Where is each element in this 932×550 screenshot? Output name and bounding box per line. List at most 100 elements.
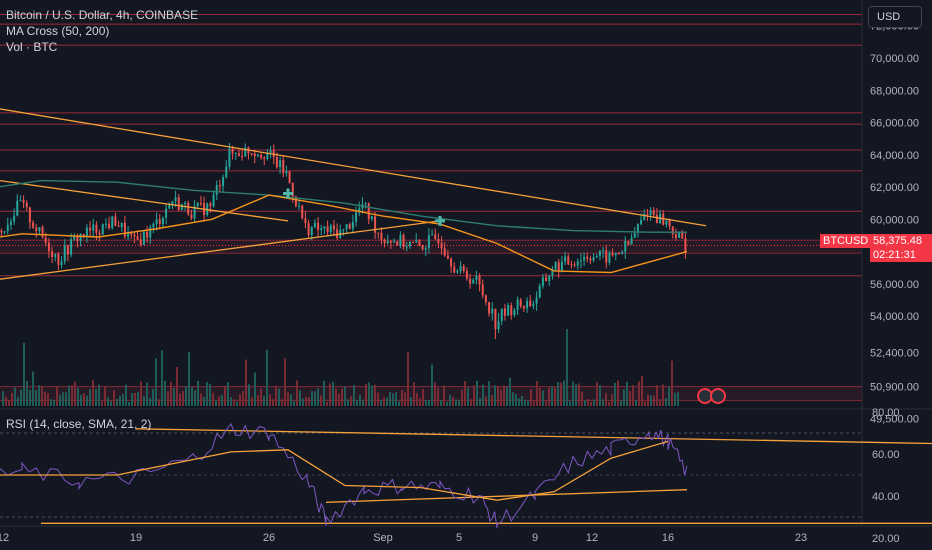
volume-bar xyxy=(632,385,634,406)
volume-bar xyxy=(281,398,283,406)
volume-bar xyxy=(164,380,166,406)
volume-bar xyxy=(233,399,235,406)
candle-body xyxy=(605,250,608,263)
ma-200-line xyxy=(0,179,687,233)
volume-bar xyxy=(26,380,28,406)
volume-bar xyxy=(266,349,268,406)
ma-cross-indicator-label[interactable]: MA Cross (50, 200) xyxy=(6,24,110,38)
candle-body xyxy=(241,156,244,158)
candle-body xyxy=(557,262,560,272)
candle-body xyxy=(79,234,82,242)
candle-body xyxy=(674,234,677,238)
candle-body xyxy=(374,216,377,233)
candle-body xyxy=(481,284,484,296)
candle-body xyxy=(630,237,633,245)
volume-bar xyxy=(92,380,94,406)
volume-bar xyxy=(623,389,625,406)
candle-body xyxy=(298,205,301,207)
candle-body xyxy=(313,222,316,228)
candle-body xyxy=(165,208,168,218)
candle-body xyxy=(443,248,446,256)
candle-body xyxy=(564,256,567,262)
rsi-sma-line xyxy=(0,440,669,501)
volume-bar xyxy=(638,381,640,406)
volume-bar xyxy=(383,397,385,406)
volume-bar xyxy=(89,389,91,406)
volume-bar xyxy=(578,383,580,406)
volume-bar xyxy=(533,400,535,406)
candle-body xyxy=(636,224,639,233)
candle-body xyxy=(640,219,643,225)
volume-bar xyxy=(509,377,511,406)
candle-body xyxy=(678,231,681,238)
currency-button[interactable]: USD xyxy=(868,6,922,28)
candle-body xyxy=(602,250,605,252)
candle-body xyxy=(494,308,497,329)
candle-body xyxy=(263,157,266,160)
volume-bar xyxy=(206,382,208,406)
volume-bar xyxy=(647,394,649,406)
candle-body xyxy=(408,241,411,247)
price-tick-label: 62,000.00 xyxy=(870,182,919,194)
volume-bar xyxy=(488,381,490,406)
support-zone xyxy=(0,240,862,254)
time-tick-label: 19 xyxy=(130,532,142,544)
candle-body xyxy=(475,275,478,280)
candle-body xyxy=(237,153,240,157)
volume-bar xyxy=(437,388,439,406)
candle-body xyxy=(212,194,215,207)
candle-body xyxy=(342,229,345,231)
volume-bar xyxy=(269,394,271,406)
volume-bar xyxy=(278,388,280,406)
candle-body xyxy=(570,264,573,266)
candle-body xyxy=(462,266,465,271)
candle-body xyxy=(146,231,149,238)
candle-body xyxy=(345,224,348,230)
candle-body xyxy=(218,185,221,187)
volume-bar xyxy=(59,394,61,406)
candle-body xyxy=(545,277,548,281)
volume-bar xyxy=(542,390,544,406)
candle-body xyxy=(174,197,177,202)
volume-bar xyxy=(365,384,367,406)
volume-bar xyxy=(107,396,109,406)
chart-title: Bitcoin / U.S. Dollar, 4h, COINBASE xyxy=(6,8,199,22)
volume-bar xyxy=(86,395,88,406)
candle-body xyxy=(681,231,684,239)
volume-bar xyxy=(119,395,121,406)
volume-bar xyxy=(443,385,445,406)
volume-bar xyxy=(20,389,22,406)
volume-bar xyxy=(560,382,562,406)
rsi-trendline xyxy=(135,428,932,445)
volume-bar xyxy=(449,394,451,406)
volume-bar xyxy=(35,389,37,406)
candle-body xyxy=(560,261,563,272)
volume-bar xyxy=(245,359,247,406)
candle-body xyxy=(386,241,389,244)
candle-body xyxy=(250,153,253,155)
rsi-indicator-label: RSI (14, close, SMA, 21, 2) xyxy=(6,417,151,431)
volume-bar xyxy=(407,352,409,406)
candle-body xyxy=(329,225,332,233)
ma-50-line xyxy=(0,194,688,274)
candle-body xyxy=(402,234,405,247)
volume-bar xyxy=(68,385,70,406)
candle-body xyxy=(478,275,481,285)
candle-body xyxy=(234,153,237,155)
volume-bar xyxy=(29,389,31,406)
time-tick-label: 9 xyxy=(532,532,538,544)
candle-body xyxy=(256,154,259,157)
volume-bar xyxy=(182,390,184,406)
candle-body xyxy=(624,241,627,252)
volume-bar xyxy=(338,393,340,406)
volume-bar xyxy=(455,399,457,406)
volume-bar xyxy=(569,400,571,406)
candle-body xyxy=(424,247,427,250)
candle-body xyxy=(358,208,361,213)
volume-indicator-label[interactable]: Vol · BTC xyxy=(6,40,58,54)
time-tick-label: 5 xyxy=(456,532,462,544)
volume-bar xyxy=(536,381,538,406)
volume-bar xyxy=(473,385,475,406)
volume-bar xyxy=(467,387,469,406)
